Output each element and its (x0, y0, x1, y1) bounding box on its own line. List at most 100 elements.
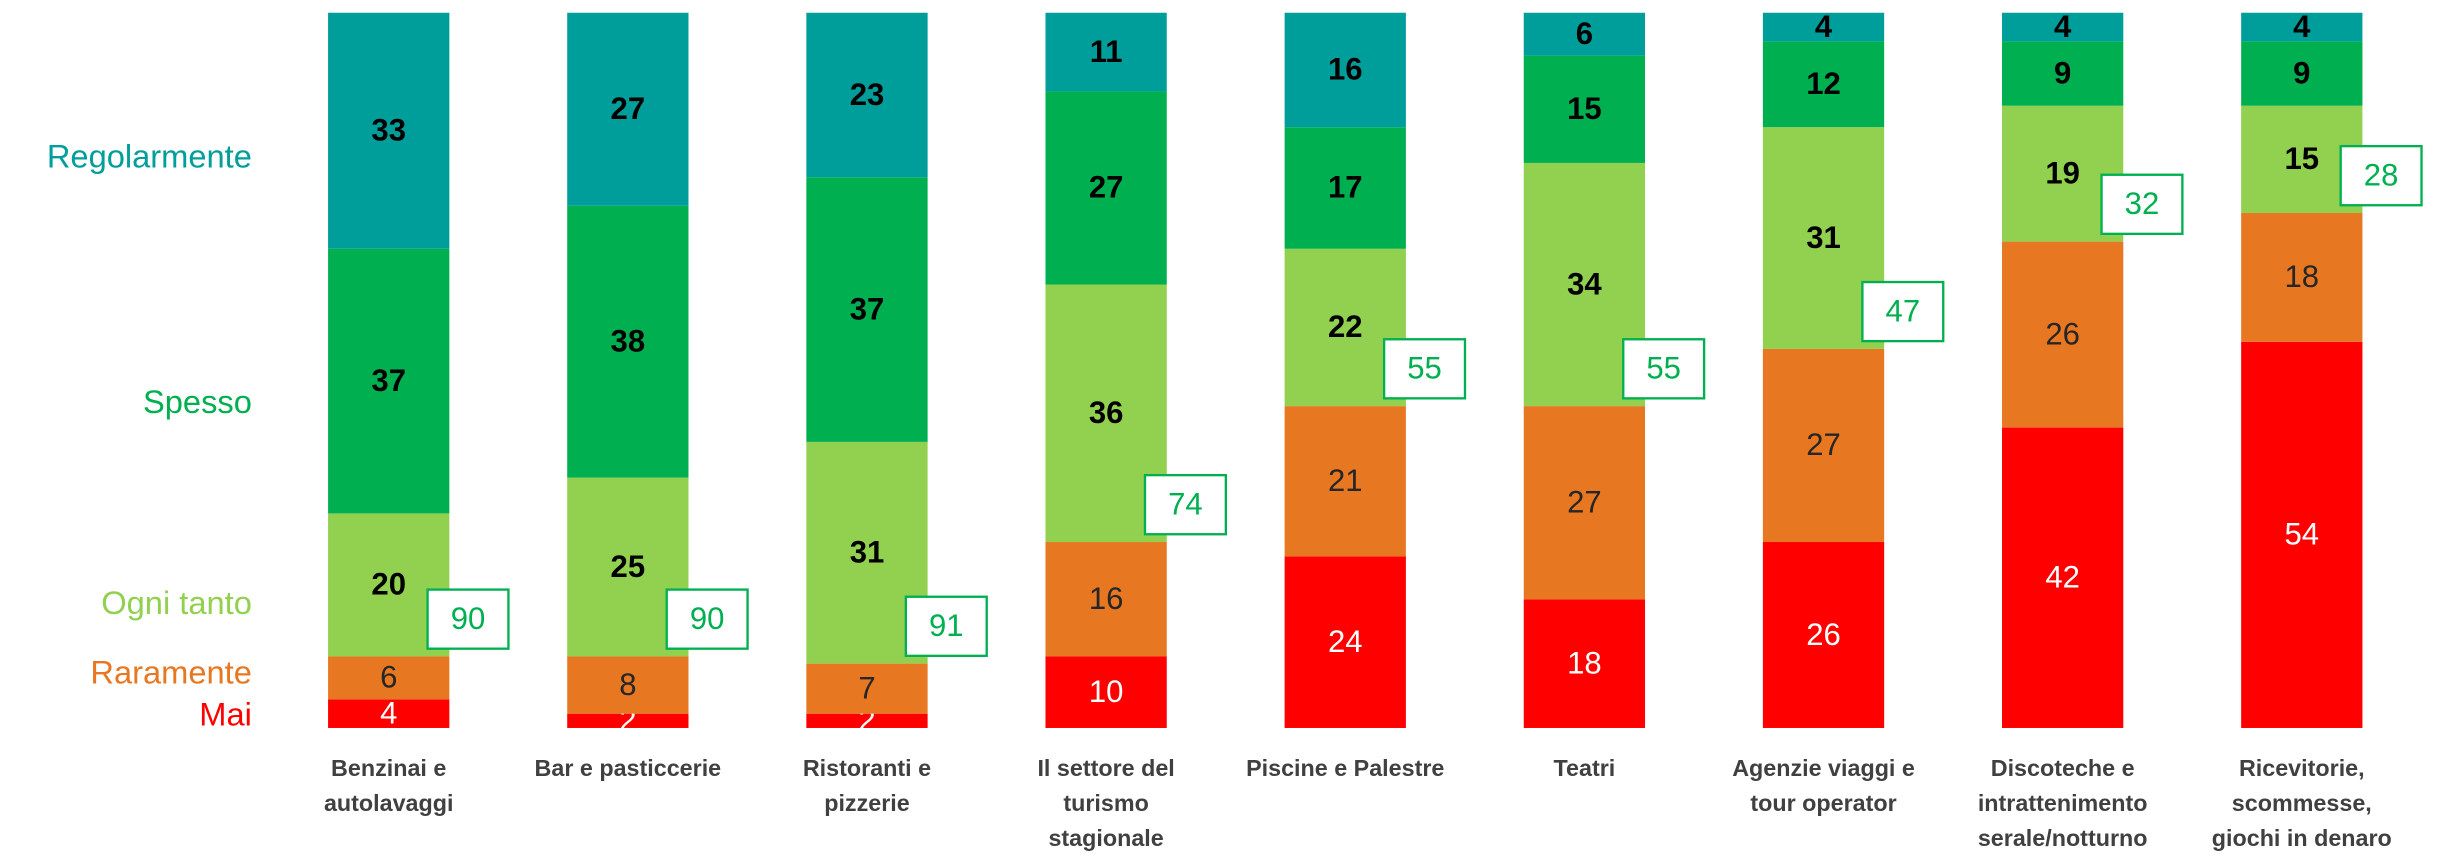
bar-segment (567, 12, 689, 206)
bar-segment (806, 663, 928, 714)
x-tick-label: Bar e pasticcerie (535, 755, 722, 781)
bar-segment (1284, 127, 1406, 249)
data-label: 26 (2045, 316, 2080, 351)
bar-segment (1523, 12, 1646, 56)
x-tick-label-line: scommesse, (2232, 790, 2372, 816)
bar-segment (567, 205, 689, 478)
x-tick-label-line: Bar e pasticcerie (535, 755, 722, 781)
legend-label: Ogni tanto (101, 584, 252, 621)
x-tick-label-line: Ricevitorie, (2239, 755, 2365, 781)
x-tick-label: Teatri (1554, 755, 1616, 781)
bar-segment (328, 12, 450, 249)
bar-segment (1284, 12, 1406, 128)
x-tick-label-line: autolavaggi (324, 790, 454, 816)
data-label: 11 (1090, 34, 1123, 69)
data-label: 9 (2054, 55, 2071, 90)
total-box (1382, 338, 1467, 400)
data-label: 12 (1806, 66, 1841, 101)
data-label: 6 (380, 660, 397, 695)
x-tick-label: Piscine e Palestre (1246, 755, 1444, 781)
data-label: 36 (1089, 395, 1124, 430)
bar-segment (1284, 556, 1406, 728)
x-tick-label-line: stagionale (1048, 825, 1163, 851)
bar-segment (1523, 406, 1646, 600)
data-label: 7 (858, 670, 875, 705)
bar-segment (1762, 41, 1885, 128)
bar-segment (2241, 213, 2363, 342)
bar-segment (1045, 12, 1167, 92)
total-box (1622, 338, 1706, 400)
bar-segment (1045, 91, 1167, 285)
data-label: 26 (1806, 617, 1841, 652)
data-label: 27 (1567, 484, 1602, 519)
bar-segment (806, 177, 928, 442)
x-tick-label: Benzinai e autolavaggi (324, 755, 454, 816)
bar-segment (1523, 599, 1646, 728)
data-label: 54 (2285, 517, 2320, 552)
data-label: 24 (1328, 624, 1363, 659)
total-label: 55 (1407, 351, 1442, 386)
data-label: 9 (2293, 55, 2310, 90)
bar-segment (1045, 656, 1167, 728)
legend-label: Regolarmente (47, 138, 252, 175)
bar-segment (2002, 241, 2124, 428)
x-tick-label-line: pizzerie (824, 790, 910, 816)
x-tick-label: Ristoranti e pizzerie (803, 755, 931, 816)
x-tick-label-line: Piscine e Palestre (1246, 755, 1444, 781)
bar-segment (328, 699, 450, 728)
data-label: 15 (1567, 91, 1602, 126)
data-label: 34 (1567, 266, 1602, 301)
data-label: 4 (380, 695, 397, 730)
data-label: 8 (619, 667, 636, 702)
data-label: 4 (2054, 9, 2072, 44)
data-label: 27 (611, 91, 646, 126)
total-box (2339, 144, 2423, 207)
bar-segment (2241, 41, 2363, 106)
bar-segment (328, 656, 450, 700)
bar-segment (1762, 542, 1885, 728)
data-label: 23 (850, 77, 885, 112)
total-box (1143, 473, 1228, 536)
x-tick-label-line: Teatri (1554, 755, 1616, 781)
bar-segment (2002, 41, 2124, 106)
data-label: 37 (371, 363, 406, 398)
x-tick-label: Discoteche e intrattenimento serale/nottur… (1978, 755, 2148, 851)
bar-segment (567, 656, 689, 714)
total-box (1861, 280, 1945, 343)
data-label: 20 (371, 567, 406, 602)
bar-segment (567, 713, 689, 728)
x-tick-label-line: intrattenimento (1978, 790, 2148, 816)
total-label: 55 (1646, 351, 1681, 386)
bar-segment (1045, 542, 1167, 657)
data-label: 17 (1328, 170, 1363, 205)
data-label: 31 (850, 535, 885, 570)
bar-segment (2241, 12, 2363, 42)
bar-segment (328, 248, 450, 514)
data-label: 22 (1328, 309, 1363, 344)
data-label: 6 (1576, 16, 1593, 51)
data-label: 31 (1806, 220, 1841, 255)
x-tick-label-line: Benzinai e (331, 755, 446, 781)
data-label: 16 (1089, 581, 1124, 616)
x-tick-label-line: turismo (1063, 790, 1149, 816)
data-label: 15 (2285, 141, 2320, 176)
data-label: 27 (1089, 170, 1124, 205)
x-tick-label-line: giochi in denaro (2212, 825, 2392, 851)
data-label: 21 (1328, 463, 1363, 498)
data-label: 16 (1328, 52, 1363, 87)
total-label: 90 (451, 601, 486, 636)
x-tick-label-line: Il settore del (1037, 755, 1174, 781)
bar-segment (2002, 427, 2124, 728)
data-label: 38 (611, 324, 646, 359)
total-label: 32 (2125, 186, 2160, 221)
x-tick-label-line: tour operator (1750, 790, 1896, 816)
total-label: 90 (690, 601, 725, 636)
bar-segment (2241, 341, 2363, 728)
legend-label: Spesso (143, 383, 252, 420)
total-label: 74 (1168, 486, 1203, 521)
data-label: 10 (1089, 674, 1124, 709)
total-box (665, 588, 749, 650)
bar-segment (806, 12, 928, 178)
data-label: 27 (1806, 427, 1841, 462)
